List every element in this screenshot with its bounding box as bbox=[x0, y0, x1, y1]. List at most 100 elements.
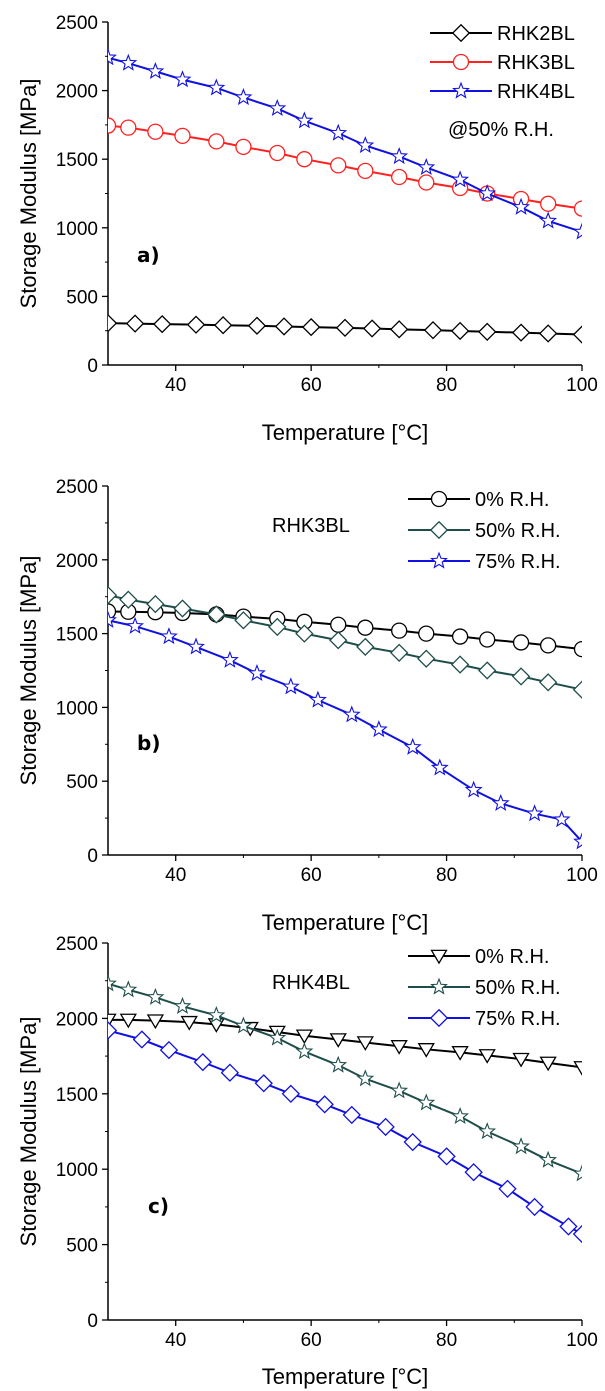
panel-annotation: @50% R.H. bbox=[448, 119, 554, 141]
x-tick-label: 100 bbox=[566, 375, 598, 396]
legend-label: RHK3BL bbox=[497, 52, 575, 74]
legend-entry: 0% R.H. bbox=[408, 489, 549, 511]
data-point bbox=[464, 780, 483, 798]
x-tick-label: 80 bbox=[436, 1330, 457, 1351]
data-point bbox=[268, 1028, 287, 1046]
data-point bbox=[126, 616, 145, 634]
legend-label: RHK2BL bbox=[497, 23, 575, 45]
legend-marker bbox=[429, 1008, 449, 1028]
legend-marker bbox=[430, 490, 448, 508]
data-point bbox=[108, 586, 118, 605]
data-point bbox=[390, 643, 409, 662]
data-point bbox=[159, 627, 178, 645]
data-point bbox=[451, 628, 469, 645]
data-point bbox=[450, 655, 470, 674]
data-point bbox=[330, 616, 347, 633]
x-tick-label: 60 bbox=[301, 375, 322, 396]
data-point bbox=[329, 1055, 348, 1073]
series-line bbox=[108, 1029, 582, 1235]
legend-marker bbox=[430, 551, 448, 569]
data-point bbox=[478, 1122, 497, 1140]
chart-panel-c: 0 500 1000 1500 2000 2500 40 60 80 100 Temperature… bbox=[16, 934, 598, 1389]
data-point bbox=[153, 314, 172, 334]
y-tick-label: 1500 bbox=[56, 150, 98, 171]
data-point bbox=[108, 48, 117, 66]
y-tick-label: 2000 bbox=[56, 551, 98, 572]
series-0-r-h- bbox=[108, 603, 582, 658]
data-point bbox=[478, 661, 497, 680]
series-line bbox=[108, 619, 582, 843]
data-point bbox=[254, 1074, 273, 1093]
data-point bbox=[538, 673, 558, 692]
data-point bbox=[478, 184, 497, 202]
data-point bbox=[451, 1107, 470, 1125]
series-75-r-h- bbox=[108, 1021, 582, 1244]
data-point bbox=[539, 1150, 558, 1168]
data-point bbox=[479, 631, 496, 648]
y-tick-label: 1500 bbox=[56, 1085, 98, 1106]
data-point bbox=[281, 677, 300, 695]
y-tick-label: 2500 bbox=[56, 477, 98, 498]
data-point bbox=[573, 1061, 582, 1076]
y-axis-title: Storage Modulus [MPa] bbox=[16, 556, 41, 786]
legend-entry: RHK2BL bbox=[430, 23, 575, 45]
data-point bbox=[491, 793, 510, 811]
chart-panel-a: 0 500 1000 1500 2000 2500 40 60 80 100 Temperature… bbox=[16, 13, 598, 445]
data-point bbox=[329, 631, 348, 650]
legend-entry: 50% R.H. bbox=[408, 520, 561, 542]
data-point bbox=[417, 649, 436, 668]
data-point bbox=[573, 200, 582, 217]
data-point bbox=[295, 1042, 314, 1060]
data-point bbox=[451, 170, 470, 188]
y-tick-label: 2000 bbox=[56, 1009, 98, 1030]
legend-marker bbox=[452, 53, 470, 71]
y-tick-label: 1000 bbox=[56, 219, 98, 240]
data-point bbox=[512, 1137, 531, 1155]
data-point bbox=[478, 322, 497, 341]
y-tick-label: 500 bbox=[66, 772, 98, 793]
data-point bbox=[207, 605, 226, 624]
data-point bbox=[525, 1197, 544, 1217]
panel-label: c) bbox=[148, 1194, 169, 1218]
y-axis-title: Storage Modulus [MPa] bbox=[16, 1017, 41, 1247]
panel-label: a) bbox=[137, 243, 160, 267]
data-point bbox=[572, 680, 582, 699]
data-point bbox=[213, 316, 233, 335]
data-point bbox=[376, 1117, 395, 1137]
legend-label: RHK4BL bbox=[497, 81, 575, 103]
data-point bbox=[308, 690, 327, 708]
y-tick-label: 0 bbox=[87, 846, 98, 867]
data-point bbox=[295, 111, 314, 129]
legend-marker bbox=[429, 520, 449, 540]
data-point bbox=[342, 1105, 361, 1125]
data-point bbox=[234, 88, 253, 106]
data-point bbox=[511, 323, 531, 342]
data-point bbox=[247, 316, 267, 335]
data-point bbox=[187, 637, 205, 655]
data-point bbox=[390, 1081, 409, 1099]
legend-marker bbox=[451, 23, 471, 43]
data-point bbox=[248, 664, 266, 682]
data-point bbox=[437, 1147, 456, 1166]
data-point bbox=[173, 599, 192, 618]
data-point bbox=[417, 158, 436, 176]
data-point bbox=[234, 611, 253, 630]
y-tick-label: 1000 bbox=[56, 698, 98, 719]
data-point bbox=[268, 99, 287, 117]
data-point bbox=[146, 61, 165, 79]
data-point bbox=[357, 162, 374, 180]
legend-marker bbox=[452, 81, 470, 99]
data-point bbox=[356, 637, 375, 657]
data-point bbox=[539, 1056, 557, 1072]
data-point bbox=[119, 1013, 137, 1029]
data-point bbox=[281, 1084, 300, 1103]
data-point bbox=[119, 590, 138, 609]
y-tick-label: 1000 bbox=[56, 1160, 98, 1181]
legend-marker bbox=[430, 977, 448, 995]
data-point bbox=[108, 610, 117, 628]
y-tick-label: 500 bbox=[66, 287, 98, 308]
data-point bbox=[274, 317, 294, 336]
data-point bbox=[464, 1163, 483, 1182]
legend-entry: 50% R.H. bbox=[408, 977, 561, 999]
data-point bbox=[369, 720, 388, 738]
